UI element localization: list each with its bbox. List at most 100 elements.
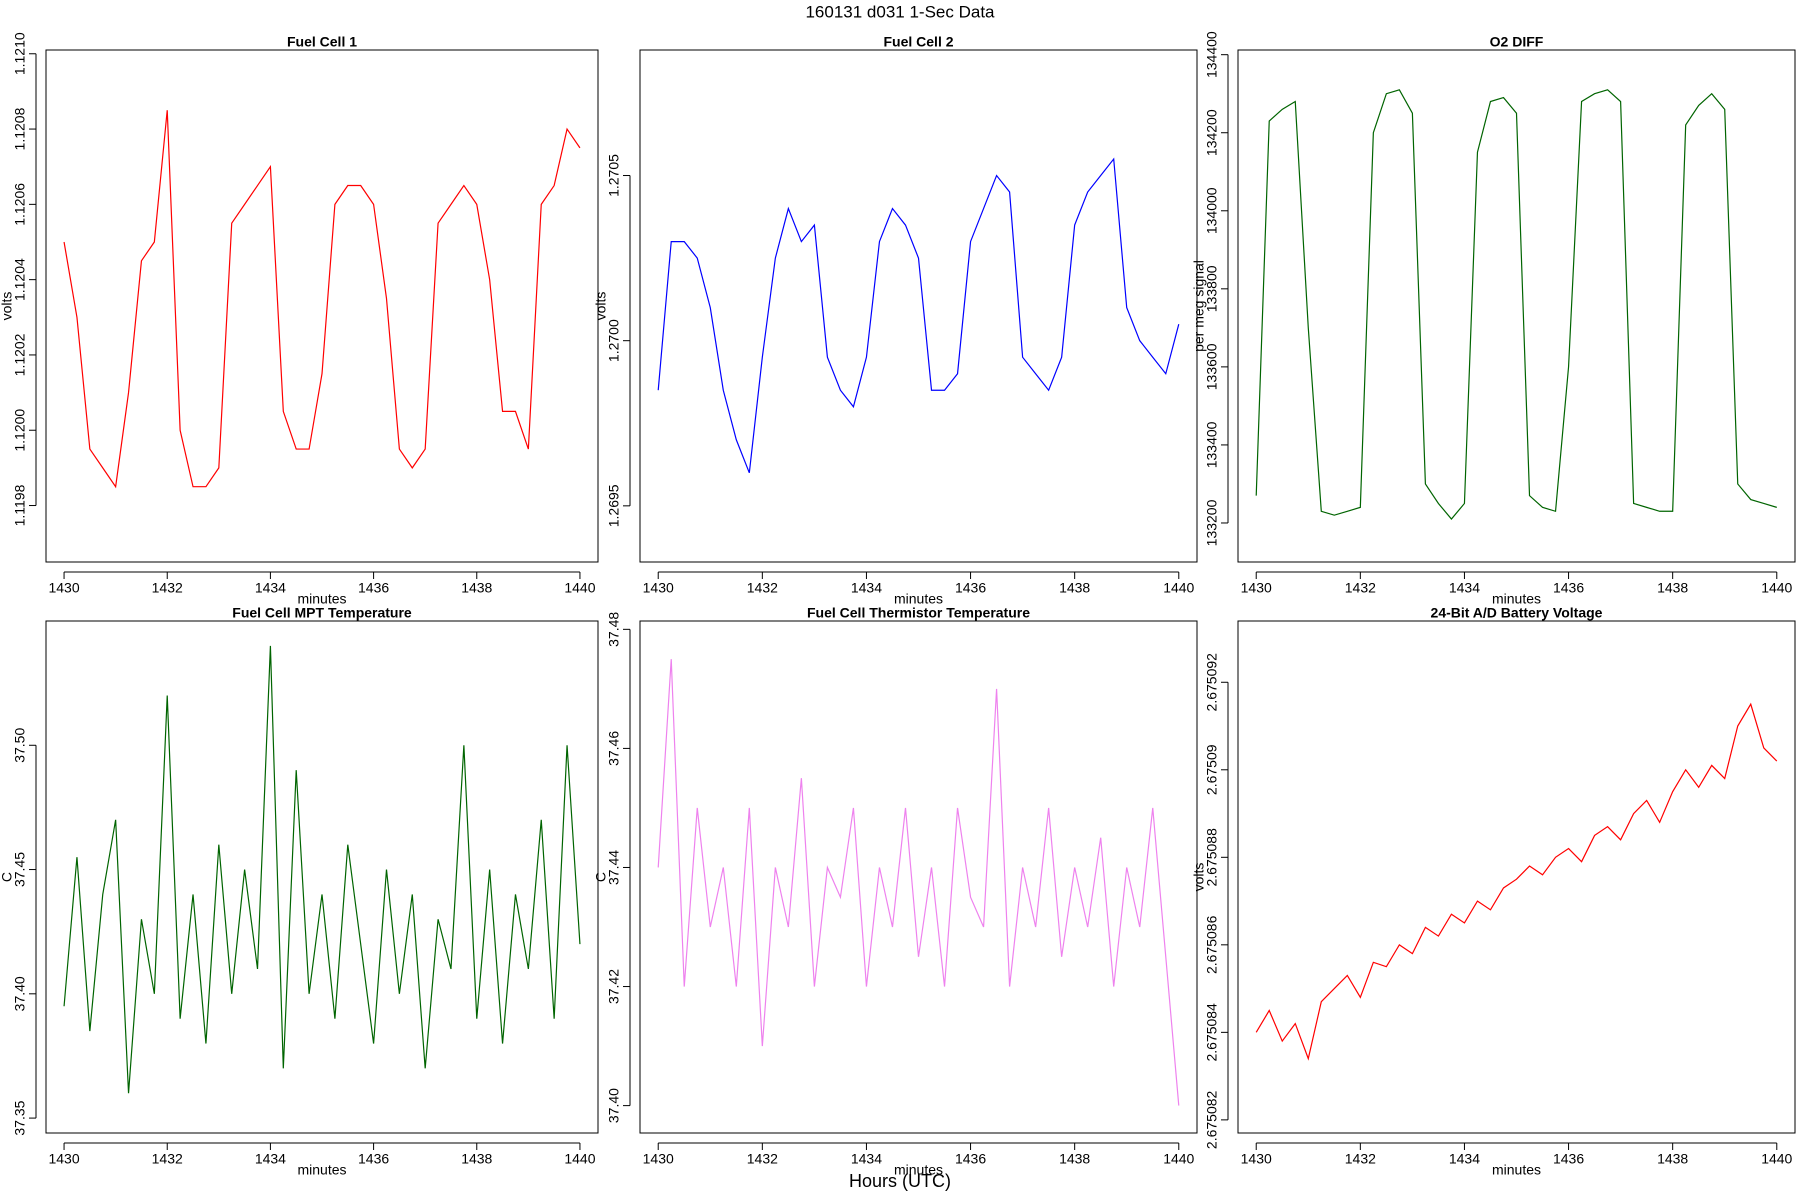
panel-title: Fuel Cell 2 [883,34,953,50]
x-tick-label: 1440 [564,1151,595,1167]
x-tick-label: 1432 [152,1151,183,1167]
x-tick-label: 1430 [643,580,674,596]
x-tick-label: 1430 [1241,1151,1272,1167]
plot-frame [45,620,599,1134]
y-tick-label: 1.1204 [12,258,28,301]
data-line [63,110,581,489]
x-tick-label: 1438 [1657,580,1688,596]
x-tick-label: 1436 [1553,580,1584,596]
y-tick-label: 1.2705 [606,154,622,197]
y-tick-label: 2.675084 [1204,1003,1220,1062]
x-tick-label: 1438 [461,580,492,596]
x-axis-label: minutes [297,1162,346,1178]
x-tick-label: 1434 [851,1151,882,1167]
x-tick-label: 1436 [955,1151,986,1167]
y-tick-label: 37.35 [12,1100,28,1135]
x-tick-label: 1436 [955,580,986,596]
x-tick-label: 1434 [255,580,286,596]
y-tick-label: 1.1198 [12,484,28,526]
x-tick-label: 1430 [48,580,79,596]
x-tick-label: 1440 [1163,1151,1194,1167]
data-line [657,157,1180,474]
data-line [657,659,1180,1106]
x-tick-label: 1438 [1059,1151,1090,1167]
y-tick-label: 37.40 [606,1088,622,1123]
x-tick-label: 1440 [1163,580,1194,596]
x-axis-label: minutes [894,591,943,607]
plot-frame [639,620,1198,1134]
y-tick-label: 2.675088 [1204,828,1220,887]
x-tick-label: 1434 [851,580,882,596]
y-tick-label: 133600 [1204,343,1220,390]
figure-title: 160131 d031 1-Sec Data [805,2,995,21]
y-tick-label: 2.67509 [1204,744,1220,795]
y-tick-label: 133200 [1204,499,1220,546]
x-axis-label: minutes [297,591,346,607]
y-tick-label: 37.42 [606,969,622,1004]
data-line [1255,702,1778,1061]
y-tick-label: 134400 [1204,31,1220,78]
panel-title: Fuel Cell MPT Temperature [232,605,412,621]
y-axis-label: volts [593,292,609,321]
y-axis-label: volts [0,292,15,321]
x-tick-label: 1432 [1345,1151,1376,1167]
plot-frame [639,49,1198,563]
y-axis-label: per meg signal [1191,260,1207,352]
x-tick-label: 1432 [152,580,183,596]
x-axis-label: minutes [1492,1162,1541,1178]
y-tick-label: 37.45 [12,852,28,887]
y-tick-label: 1.1206 [12,183,28,226]
x-tick-label: 1436 [358,1151,389,1167]
x-tick-label: 1434 [1449,580,1480,596]
panel-title: Fuel Cell Thermistor Temperature [807,605,1030,621]
x-tick-label: 1430 [643,1151,674,1167]
y-tick-label: 1.1208 [12,107,28,150]
x-tick-label: 1436 [358,580,389,596]
x-tick-label: 1432 [747,1151,778,1167]
y-tick-label: 37.50 [12,728,28,763]
panel-title: Fuel Cell 1 [287,34,357,50]
x-axis-label: minutes [1492,591,1541,607]
x-tick-label: 1432 [1345,580,1376,596]
y-tick-label: 1.1210 [12,32,28,75]
y-tick-label: 1.2695 [606,484,622,527]
x-tick-label: 1436 [1553,1151,1584,1167]
y-tick-label: 1.2700 [606,319,622,362]
data-line [63,645,581,1094]
x-tick-label: 1434 [1449,1151,1480,1167]
y-axis-label: C [593,872,609,882]
y-axis-label: C [0,872,15,882]
plot-frame [1237,49,1796,563]
y-tick-label: 133800 [1204,265,1220,312]
y-tick-label: 134200 [1204,109,1220,156]
y-tick-label: 37.48 [606,612,622,647]
x-tick-label: 1440 [1761,580,1792,596]
panel-title: O2 DIFF [1490,34,1544,50]
y-tick-label: 37.44 [606,850,622,885]
plot-frame [1237,620,1796,1134]
y-tick-label: 1.1200 [12,409,28,452]
y-tick-label: 37.40 [12,976,28,1011]
y-tick-label: 2.675086 [1204,915,1220,974]
y-tick-label: 2.675092 [1204,653,1220,712]
y-tick-label: 133400 [1204,421,1220,468]
panel-title: 24-Bit A/D Battery Voltage [1431,605,1603,621]
x-tick-label: 1430 [1241,580,1272,596]
y-tick-label: 134000 [1204,187,1220,234]
x-tick-label: 1440 [564,580,595,596]
x-axis-label: minutes [894,1162,943,1178]
y-tick-label: 37.46 [606,731,622,766]
y-tick-label: 2.675082 [1204,1090,1220,1149]
y-tick-label: 1.1202 [12,333,28,376]
data-line [1255,89,1777,521]
x-tick-label: 1440 [1761,1151,1792,1167]
x-tick-label: 1438 [1059,580,1090,596]
plot-frame [45,49,599,563]
x-tick-label: 1432 [747,580,778,596]
x-tick-label: 1438 [1657,1151,1688,1167]
y-axis-label: volts [1191,863,1207,892]
x-tick-label: 1430 [48,1151,79,1167]
x-tick-label: 1438 [461,1151,492,1167]
figure-xlabel: Hours (UTC) [849,1171,951,1191]
